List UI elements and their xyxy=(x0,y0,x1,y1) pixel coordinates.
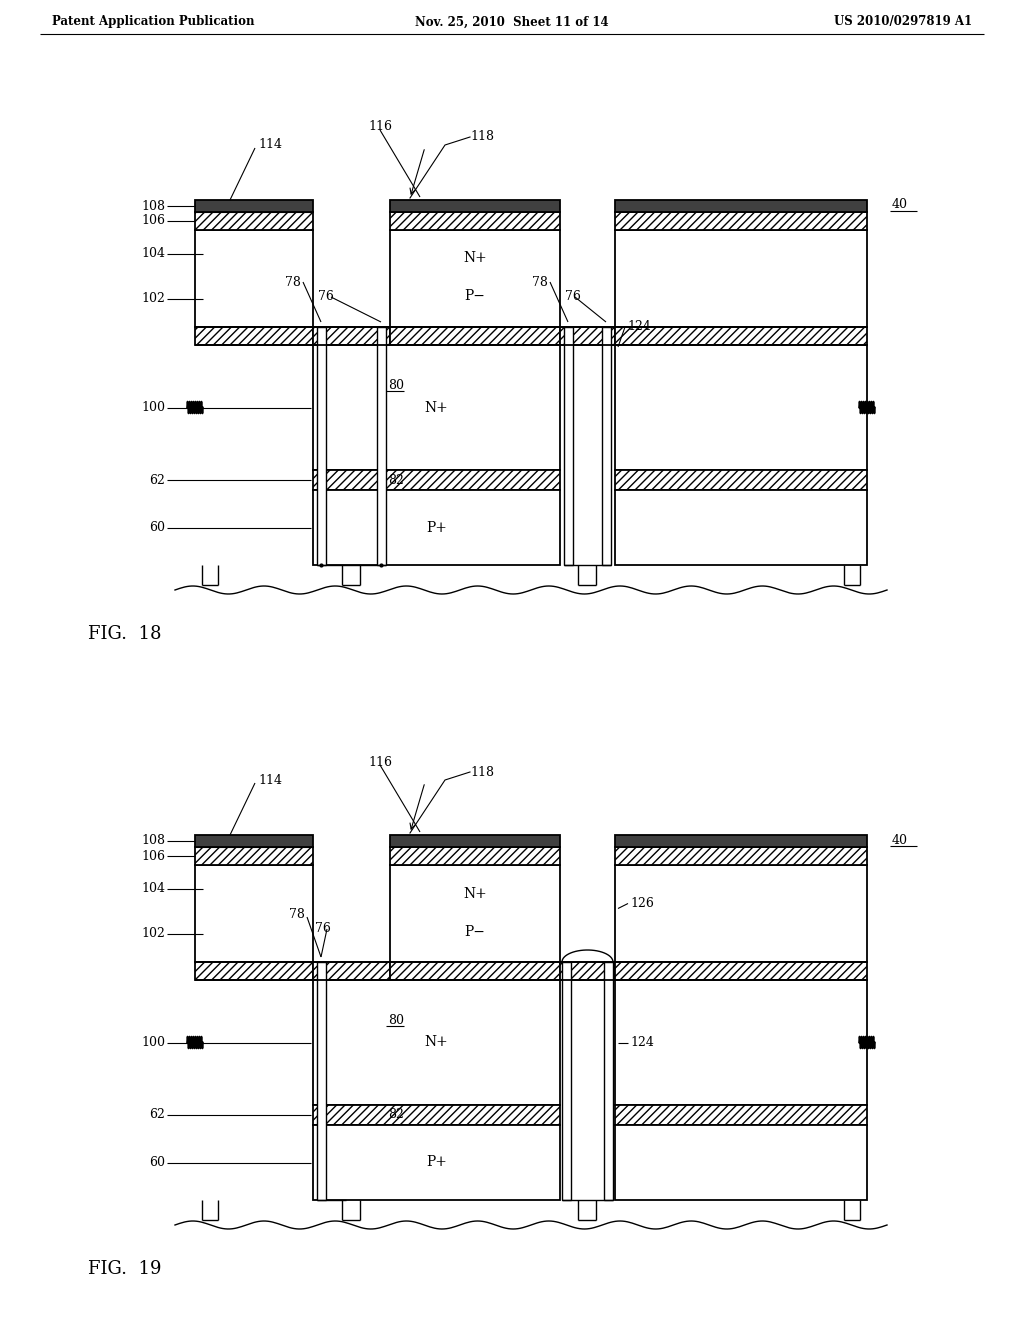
Bar xyxy=(615,979,867,1105)
Text: 106: 106 xyxy=(141,850,165,862)
Bar xyxy=(390,836,560,847)
Text: 118: 118 xyxy=(470,766,494,779)
Bar xyxy=(390,230,560,327)
Text: 78: 78 xyxy=(285,276,301,289)
Bar xyxy=(313,490,560,565)
Bar xyxy=(560,962,615,979)
Bar xyxy=(195,201,313,213)
Bar xyxy=(195,836,313,847)
Bar xyxy=(560,327,615,345)
Bar xyxy=(390,201,560,213)
Text: 76: 76 xyxy=(315,923,331,936)
Text: N+: N+ xyxy=(425,1035,449,1049)
Text: P+: P+ xyxy=(426,1155,446,1170)
Text: 60: 60 xyxy=(150,521,165,535)
Text: 80: 80 xyxy=(388,379,404,392)
Text: 100: 100 xyxy=(141,401,165,414)
Bar xyxy=(195,865,313,962)
Text: FIG.  19: FIG. 19 xyxy=(88,1261,162,1278)
Bar xyxy=(313,470,560,490)
Text: 114: 114 xyxy=(258,139,282,152)
Bar xyxy=(195,327,313,345)
Bar xyxy=(313,345,560,470)
Bar xyxy=(615,470,867,490)
Bar xyxy=(615,962,867,979)
Bar xyxy=(604,962,613,1200)
Bar xyxy=(390,327,560,345)
Bar xyxy=(564,327,573,565)
Text: 60: 60 xyxy=(150,1156,165,1170)
Text: P−: P− xyxy=(465,289,485,304)
Text: Patent Application Publication: Patent Application Publication xyxy=(52,16,255,29)
Text: N+: N+ xyxy=(463,887,486,900)
Bar xyxy=(562,962,571,1200)
Bar xyxy=(313,1125,560,1200)
Bar xyxy=(615,847,867,865)
Text: 76: 76 xyxy=(565,290,581,304)
Bar xyxy=(615,345,867,470)
Bar xyxy=(602,327,611,565)
Bar xyxy=(615,836,867,847)
Text: 78: 78 xyxy=(532,276,548,289)
Text: 116: 116 xyxy=(368,120,392,133)
Text: US 2010/0297819 A1: US 2010/0297819 A1 xyxy=(834,16,972,29)
Bar xyxy=(390,213,560,230)
Text: 82: 82 xyxy=(388,1109,404,1122)
Bar xyxy=(390,962,560,979)
Bar xyxy=(615,213,867,230)
Bar xyxy=(390,865,560,962)
Text: 124: 124 xyxy=(630,1036,654,1049)
Bar xyxy=(615,230,867,327)
Text: Nov. 25, 2010  Sheet 11 of 14: Nov. 25, 2010 Sheet 11 of 14 xyxy=(415,16,609,29)
Bar xyxy=(313,327,390,345)
Text: 108: 108 xyxy=(141,199,165,213)
Text: 102: 102 xyxy=(141,292,165,305)
Text: 118: 118 xyxy=(470,131,494,144)
Text: 102: 102 xyxy=(141,927,165,940)
Bar xyxy=(615,327,867,345)
Text: N+: N+ xyxy=(463,252,486,265)
Bar xyxy=(195,213,313,230)
Bar xyxy=(195,847,313,865)
Text: 104: 104 xyxy=(141,247,165,260)
Bar xyxy=(313,979,560,1105)
Text: 106: 106 xyxy=(141,214,165,227)
Text: 40: 40 xyxy=(892,833,908,846)
Bar xyxy=(317,327,326,565)
Text: 82: 82 xyxy=(388,474,404,487)
Text: 62: 62 xyxy=(150,474,165,487)
Text: 116: 116 xyxy=(368,755,392,768)
Text: 108: 108 xyxy=(141,834,165,847)
Text: 40: 40 xyxy=(892,198,908,211)
Text: 80: 80 xyxy=(388,1014,404,1027)
Bar xyxy=(317,962,326,1200)
Bar xyxy=(615,1125,867,1200)
Text: 100: 100 xyxy=(141,1036,165,1049)
Text: N+: N+ xyxy=(425,400,449,414)
Text: 104: 104 xyxy=(141,882,165,895)
Text: 126: 126 xyxy=(630,898,654,909)
Bar xyxy=(313,1105,560,1125)
Bar xyxy=(377,327,386,565)
Bar xyxy=(615,1105,867,1125)
Bar xyxy=(615,865,867,962)
Bar xyxy=(390,847,560,865)
Text: FIG.  18: FIG. 18 xyxy=(88,624,162,643)
Bar xyxy=(195,962,313,979)
Text: 62: 62 xyxy=(150,1109,165,1122)
Text: 114: 114 xyxy=(258,774,282,787)
Text: 78: 78 xyxy=(289,908,305,921)
Bar xyxy=(313,962,390,979)
Bar xyxy=(195,230,313,327)
Bar xyxy=(615,201,867,213)
Text: 124: 124 xyxy=(627,321,651,334)
Text: P−: P− xyxy=(465,924,485,939)
Bar xyxy=(615,490,867,565)
Text: 76: 76 xyxy=(318,290,334,304)
Text: P+: P+ xyxy=(426,520,446,535)
